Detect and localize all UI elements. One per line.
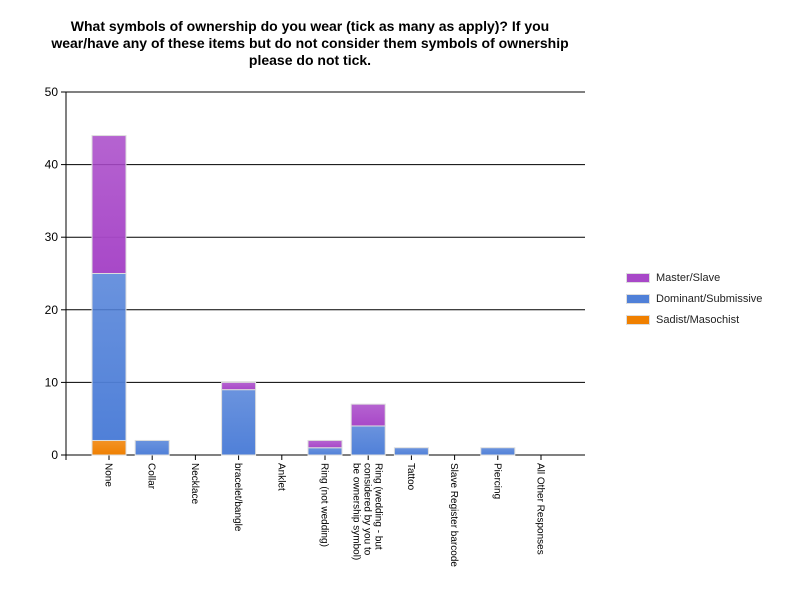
x-tick-label: Ring (wedding - butconsidered by you tob… [351,463,384,560]
x-tick-label: bracelet/bangle [232,463,243,532]
legend-item: Sadist/Masochist [626,309,762,330]
bar-master-slave [350,403,386,427]
legend-swatch [626,314,650,325]
bar-sadist-masochist [91,439,127,456]
legend-item: Dominant/Submissive [626,288,762,309]
x-tick-label: Necklace [189,463,200,505]
legend-swatch [626,272,650,283]
x-tick-label: Tattoo [405,463,416,491]
bar-dominant-submissive [307,447,343,456]
x-tick-label: Slave Register barcode [448,463,459,567]
y-tick-label: 20 [45,303,59,317]
x-tick-label: Piercing [491,463,502,499]
x-tick-label: None [103,463,114,487]
y-tick-label: 0 [51,448,58,462]
x-tick-label: Ring (not wedding) [319,463,330,547]
legend-swatch [626,293,650,304]
bar-master-slave [307,439,343,449]
y-tick-label: 10 [45,375,59,389]
bar-dominant-submissive [350,425,386,456]
legend-item: Master/Slave [626,267,762,288]
y-tick-label: 30 [45,230,59,244]
y-tick-label: 50 [45,85,59,99]
x-tick-label: Collar [146,463,157,490]
bar-dominant-submissive [221,389,257,456]
bar-dominant-submissive [134,439,170,456]
chart-title: What symbols of ownership do you wear (t… [51,18,569,68]
bar-master-slave [91,135,127,274]
legend-label: Dominant/Submissive [656,292,763,305]
legend-label: Sadist/Masochist [656,313,740,326]
y-tick-label: 40 [45,158,59,172]
x-tick-label: Anklet [275,463,286,491]
x-tick-label: All Other Responses [535,463,546,555]
legend-label: Master/Slave [656,271,721,284]
bar-master-slave [221,381,257,391]
legend: Master/Slave Dominant/Submissive Sadist/… [626,267,762,330]
bar-dominant-submissive [393,447,429,456]
bar-dominant-submissive [91,273,127,441]
bar-dominant-submissive [480,447,516,456]
